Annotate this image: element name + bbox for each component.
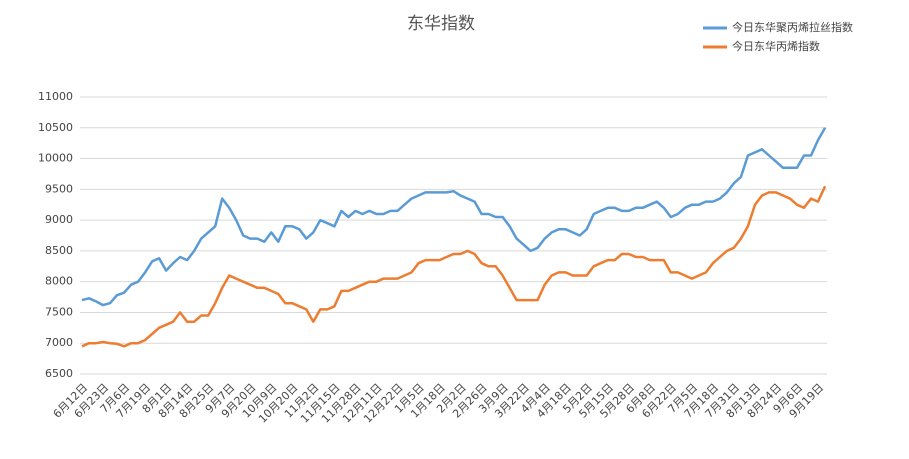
- y-tick-label: 10500: [38, 121, 73, 134]
- y-tick-label: 8500: [45, 244, 73, 257]
- legend-label: 今日东华丙烯指数: [732, 39, 820, 53]
- y-tick-label: 11000: [38, 90, 73, 103]
- series-line: [81, 127, 827, 307]
- y-tick-label: 10000: [38, 152, 73, 165]
- y-tick-label: 6500: [45, 367, 73, 380]
- series-line: [81, 185, 827, 348]
- y-tick-label: 7000: [45, 336, 73, 349]
- chart-title: 东华指数: [407, 14, 475, 34]
- legend-label: 今日东华聚丙烯拉丝指数: [732, 20, 853, 34]
- y-tick-label: 7500: [45, 305, 73, 318]
- y-tick-label: 9000: [45, 213, 73, 226]
- y-tick-label: 8000: [45, 275, 73, 288]
- y-tick-label: 9500: [45, 182, 73, 195]
